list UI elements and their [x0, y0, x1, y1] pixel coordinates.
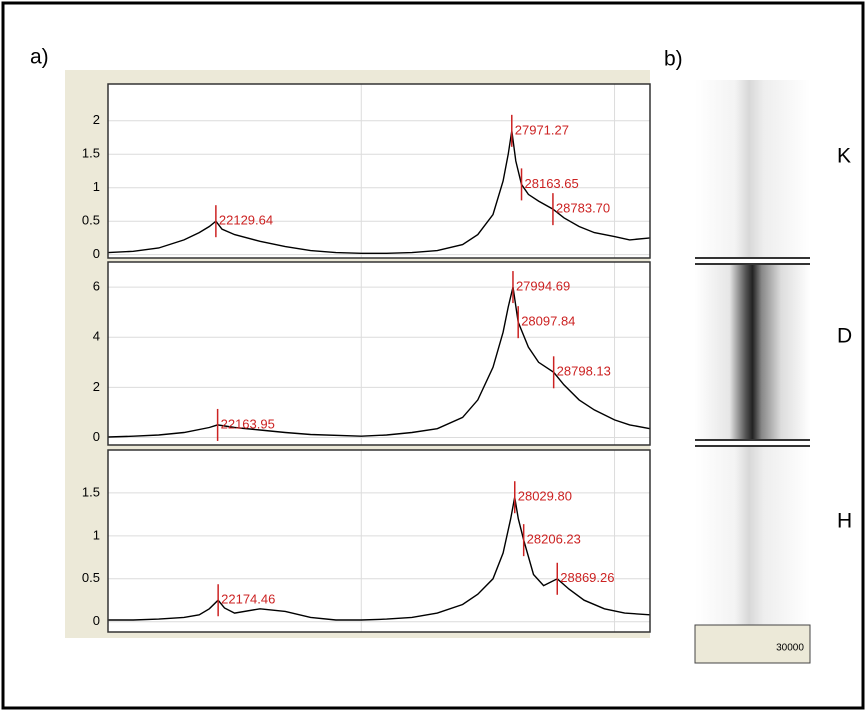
page: {"panel_labels": ["a)", "b)"], "chart_da…	[0, 0, 866, 711]
y-tick-label: 0.5	[82, 570, 100, 585]
y-tick-label: 4	[93, 329, 100, 344]
peak-label: 27971.27	[515, 122, 569, 137]
peak-label: 28798.13	[557, 364, 611, 379]
lane-label: K	[837, 145, 851, 168]
y-tick-label: 1	[93, 527, 100, 542]
y-tick-label: 0.5	[82, 213, 100, 228]
y-tick-label: 0	[93, 246, 100, 261]
peak-label: 28206.23	[527, 532, 581, 547]
gel-lane	[695, 446, 810, 625]
gel-scale-label: 30000	[776, 643, 804, 654]
peak-label: 22174.46	[221, 592, 275, 607]
y-tick-label: 0	[93, 429, 100, 444]
panel-label: b)	[664, 48, 683, 71]
lane-label: D	[837, 325, 852, 348]
gel-lane	[695, 264, 810, 440]
plot-area	[108, 84, 650, 258]
peak-label: 22129.64	[219, 213, 273, 228]
peak-label: 27994.69	[516, 279, 570, 294]
peak-label: 28163.65	[525, 176, 579, 191]
figure: a) b) 30000 K D H 0 0.5 1 1.5 2 22129.64 27971…	[0, 0, 866, 711]
gel-lane	[695, 80, 810, 258]
y-tick-label: 0	[93, 613, 100, 628]
y-tick-label: 1.5	[82, 484, 100, 499]
y-tick-label: 1.5	[82, 146, 100, 161]
peak-label: 28869.26	[560, 570, 614, 585]
peak-label: 28029.80	[518, 489, 572, 504]
peak-label: 22163.95	[221, 416, 275, 431]
y-tick-label: 2	[93, 379, 100, 394]
panel-label: a)	[30, 46, 49, 69]
peak-label: 28097.84	[521, 314, 575, 329]
y-tick-label: 2	[93, 112, 100, 127]
y-tick-label: 6	[93, 279, 100, 294]
lane-label: H	[837, 510, 852, 533]
peak-label: 28783.70	[556, 201, 610, 216]
y-tick-label: 1	[93, 179, 100, 194]
